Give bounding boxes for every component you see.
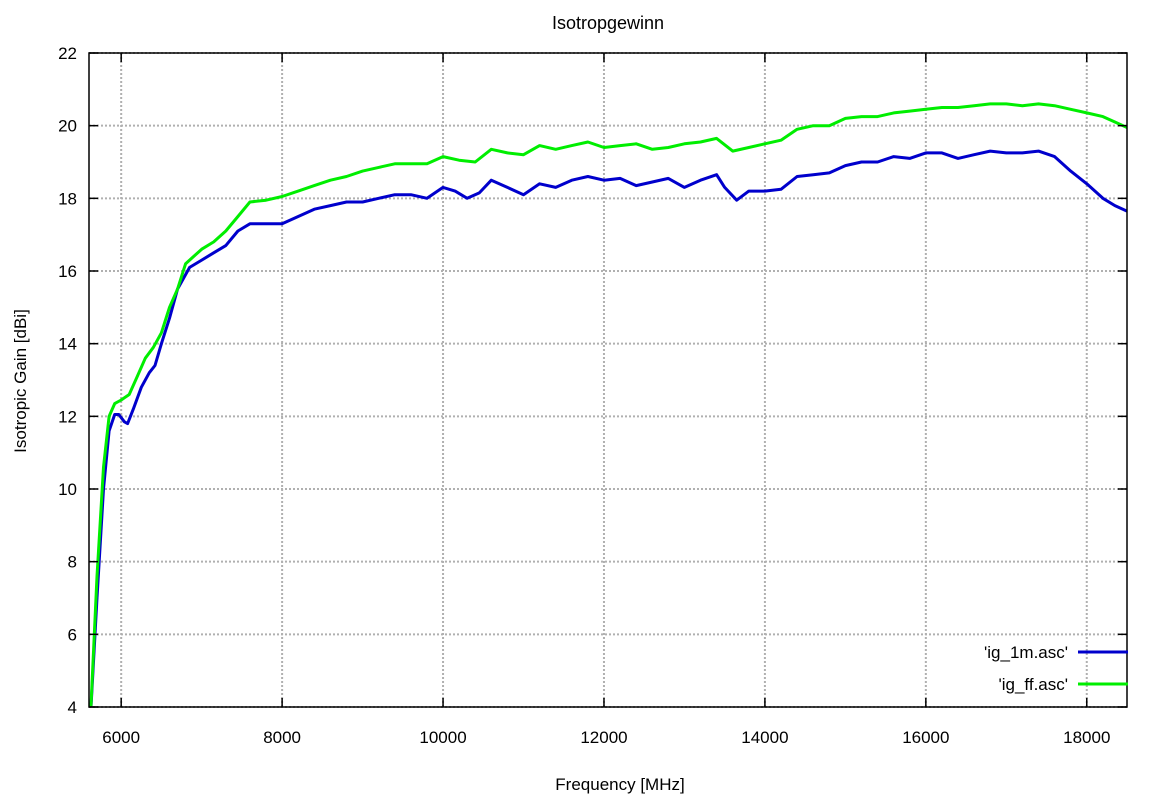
- chart-title: Isotropgewinn: [552, 13, 664, 33]
- x-tick-label: 16000: [902, 728, 949, 747]
- x-tick-label: 10000: [419, 728, 466, 747]
- legend: 'ig_1m.asc' 'ig_ff.asc': [984, 643, 1128, 694]
- legend-label-2: 'ig_ff.asc': [999, 675, 1069, 694]
- x-tick-label: 18000: [1063, 728, 1110, 747]
- x-tick-label: 8000: [263, 728, 301, 747]
- series-lines: [89, 102, 1127, 707]
- y-tick-label: 8: [68, 553, 77, 572]
- x-tick-label: 6000: [102, 728, 140, 747]
- series-line-2: [89, 102, 1127, 707]
- x-axis-label: Frequency [MHz]: [555, 775, 684, 794]
- x-tick-label: 12000: [580, 728, 627, 747]
- series-line-1: [89, 149, 1127, 707]
- grid-lines: [89, 52, 1127, 708]
- y-tick-label: 14: [58, 335, 77, 354]
- plot-frame: [88, 52, 1128, 708]
- y-tick-label: 10: [58, 480, 77, 499]
- y-tick-label: 4: [68, 698, 77, 717]
- x-tick-label: 14000: [741, 728, 788, 747]
- y-tick-label: 12: [58, 407, 77, 426]
- y-tick-label: 6: [68, 625, 77, 644]
- legend-label-1: 'ig_1m.asc': [984, 643, 1068, 662]
- y-axis-label: Isotropic Gain [dBi]: [11, 309, 30, 453]
- y-tick-label: 22: [58, 44, 77, 63]
- y-tick-label: 18: [58, 189, 77, 208]
- y-tick-label: 16: [58, 262, 77, 281]
- y-tick-label: 20: [58, 117, 77, 136]
- axis-ticks: 6000 8000 10000 12000 14000 16000 18000 4 6 8 10 12…: [58, 44, 1127, 747]
